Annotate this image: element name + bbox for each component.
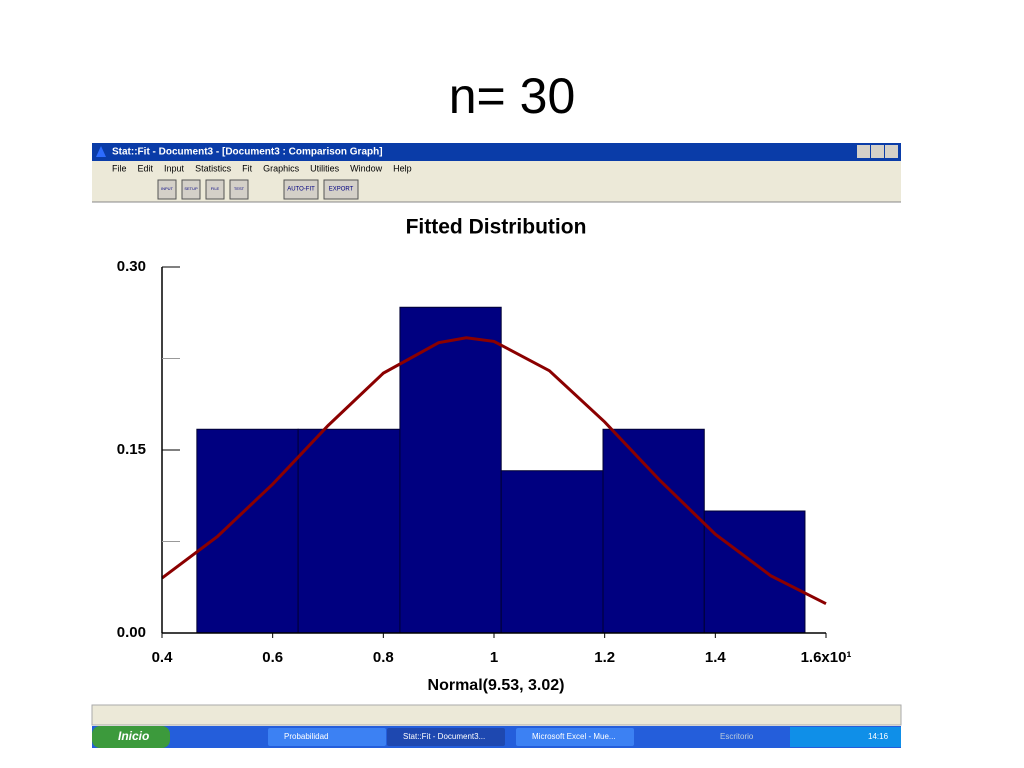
task-label[interactable]: Probabilidad [284, 732, 328, 741]
fitted-curve [161, 336, 827, 606]
menu-bar [92, 161, 901, 177]
y-tick-label: 0.30 [117, 258, 146, 275]
toolbar-button[interactable] [181, 179, 201, 200]
x-tick-label: 1 [490, 649, 498, 666]
tray [790, 727, 901, 747]
restore-button[interactable] [871, 145, 884, 158]
menu-item[interactable]: Statistics [195, 163, 232, 173]
window-controls[interactable] [857, 145, 898, 158]
task-button[interactable] [516, 728, 634, 746]
chart-title: Fitted Distribution [406, 216, 587, 239]
toolbar-button[interactable] [229, 179, 249, 200]
toolbar-button[interactable] [323, 179, 359, 200]
toolbar-buttons: INPUT SETUP FILE TEST AUTO-FIT EXPORT [157, 179, 359, 200]
minimize-button[interactable] [857, 145, 870, 158]
y-tick-label: 0.00 [117, 624, 146, 641]
toolbar-button-label[interactable]: EXPORT [329, 187, 354, 193]
histogram-bar [399, 306, 502, 634]
menu-item[interactable]: Edit [138, 163, 154, 173]
menu-item[interactable]: Help [393, 163, 412, 173]
histogram-bar [196, 428, 299, 634]
clock: 14:16 [868, 732, 889, 741]
menu-item[interactable]: File [112, 163, 127, 173]
desktop-label: Escritorio [720, 732, 754, 741]
menu-item[interactable]: Window [350, 163, 383, 173]
menu-item[interactable]: Fit [242, 163, 252, 173]
start-label[interactable]: Inicio [118, 729, 149, 743]
histogram-bar [500, 470, 604, 634]
menu: File Edit Input Statistics Fit Graphics Utilit… [112, 163, 412, 173]
start-button[interactable] [92, 726, 170, 748]
chart: Fitted Distribution Normal(9.53, 3.02) 0… [117, 216, 852, 695]
menu-item[interactable]: Utilities [310, 163, 340, 173]
histogram-bar [703, 510, 806, 634]
y-tick-label: 0.15 [117, 441, 146, 458]
toolbar [92, 177, 901, 202]
task-button[interactable] [268, 728, 386, 746]
close-button[interactable] [885, 145, 898, 158]
slide-title: n= 30 [449, 68, 576, 124]
toolbar-button-label[interactable]: INPUT [161, 186, 174, 191]
task-buttons: Probabilidad Stat::Fit - Document3... Micr… [268, 728, 634, 746]
toolbar-button[interactable] [157, 179, 177, 200]
toolbar-button-label[interactable]: FILE [211, 186, 220, 191]
x-axis-label: Normal(9.53, 3.02) [428, 677, 565, 694]
window-title: Stat::Fit - Document3 - [Document3 : Com… [112, 147, 383, 158]
histogram-bar [297, 428, 401, 634]
title-bar [92, 143, 901, 161]
menu-item[interactable]: Graphics [263, 163, 300, 173]
task-label[interactable]: Stat::Fit - Document3... [403, 732, 485, 741]
x-tick-label: 1.6x10¹ [801, 649, 852, 666]
x-tick-label: 1.2 [594, 649, 615, 666]
histogram-bar [602, 428, 705, 634]
x-tick-label: 0.4 [152, 649, 174, 666]
toolbar-button-label[interactable]: TEST [234, 186, 245, 191]
task-label[interactable]: Microsoft Excel - Mue... [532, 732, 616, 741]
status-bar [91, 704, 902, 726]
toolbar-button-label[interactable]: AUTO-FIT [287, 187, 315, 193]
menu-item[interactable]: Input [164, 163, 185, 173]
toolbar-button-label[interactable]: SETUP [184, 186, 198, 191]
toolbar-button[interactable] [283, 179, 319, 200]
x-tick-label: 0.8 [373, 649, 394, 666]
x-tick-label: 1.4 [705, 649, 727, 666]
task-button[interactable] [387, 728, 505, 746]
x-tick-label: 0.6 [262, 649, 283, 666]
toolbar-button[interactable] [205, 179, 225, 200]
app-icon [96, 146, 106, 157]
